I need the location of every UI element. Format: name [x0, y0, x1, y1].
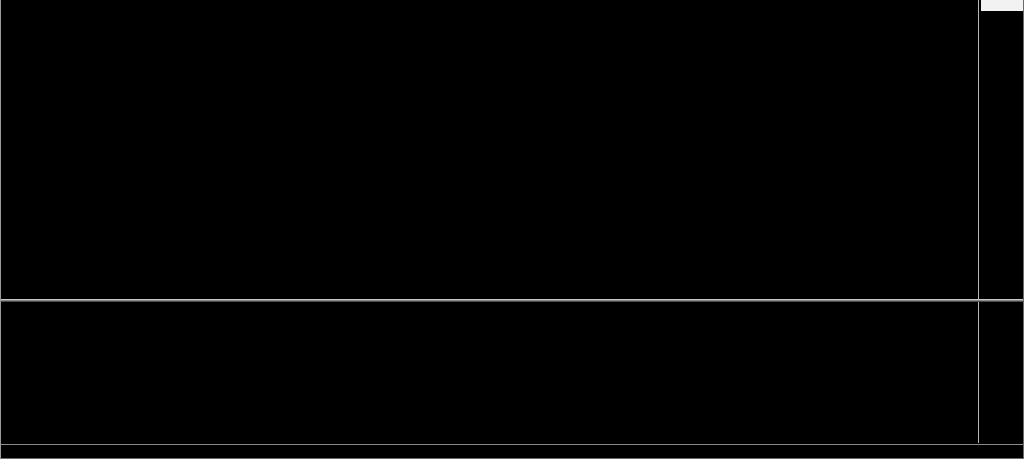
panel-divider[interactable]	[1, 299, 1023, 302]
current-price-tag	[981, 0, 1023, 11]
time-axis[interactable]	[1, 444, 1023, 458]
main-price-chart[interactable]	[1, 0, 978, 299]
indicator-subwindow[interactable]	[1, 300, 978, 444]
price-axis[interactable]	[978, 0, 1023, 443]
